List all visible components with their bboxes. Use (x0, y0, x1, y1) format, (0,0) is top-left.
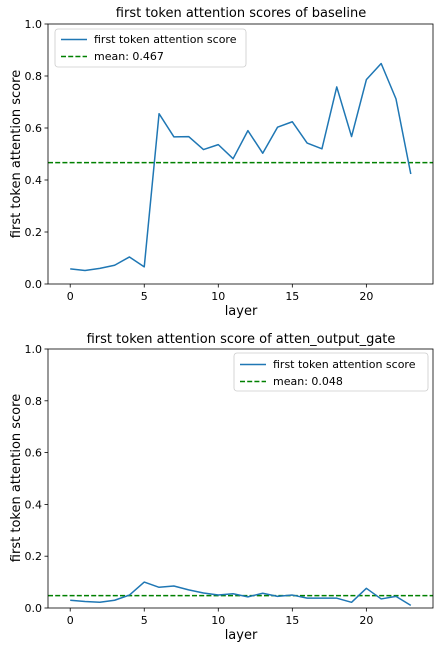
x-axis-ticks: 0 5 10 15 20 (67, 608, 373, 627)
chart-atten-output-gate: first token attention score of atten_out… (9, 332, 434, 643)
plot-area (48, 349, 433, 608)
x-tick-label: 0 (67, 614, 74, 627)
y-tick-label: 0.6 (25, 447, 43, 460)
legend-label-series: first token attention score (273, 358, 416, 371)
x-tick-label: 20 (359, 290, 373, 303)
plot-frame (47, 348, 434, 609)
y-axis-label: first token attention score (9, 70, 24, 238)
x-tick-label: 10 (211, 290, 225, 303)
x-tick-label: 15 (285, 614, 299, 627)
y-tick-label: 0.2 (25, 226, 43, 239)
y-tick-label: 0.4 (25, 498, 43, 511)
legend-label-series: first token attention score (94, 33, 237, 46)
chart-baseline: first token attention scores of baseline… (9, 6, 434, 319)
y-axis-ticks: 0.0 0.2 0.4 0.6 0.8 1.0 (25, 343, 48, 615)
y-axis-label: first token attention score (9, 394, 24, 562)
y-axis-ticks: 0.0 0.2 0.4 0.6 0.8 1.0 (25, 18, 48, 291)
x-tick-label: 20 (359, 614, 373, 627)
y-tick-label: 0.0 (25, 278, 43, 291)
legend-box (54, 28, 247, 68)
series-line (70, 62, 412, 272)
y-tick-label: 0.4 (25, 174, 43, 187)
series-line (70, 581, 412, 607)
x-tick-label: 10 (211, 614, 225, 627)
legend-label-mean: mean: 0.467 (94, 50, 164, 63)
y-tick-label: 1.0 (25, 343, 43, 356)
data-series (70, 62, 412, 272)
y-tick-label: 0.8 (25, 395, 43, 408)
x-axis-ticks: 0 5 10 15 20 (67, 284, 373, 303)
x-tick-label: 15 (285, 290, 299, 303)
y-tick-label: 0.2 (25, 550, 43, 563)
legend: first token attention score mean: 0.467 (54, 28, 247, 68)
legend: first token attention score mean: 0.048 (233, 352, 429, 392)
y-tick-label: 1.0 (25, 18, 43, 31)
legend-label-mean: mean: 0.048 (273, 375, 343, 388)
y-tick-label: 0.8 (25, 70, 43, 83)
y-tick-label: 0.6 (25, 122, 43, 135)
x-tick-label: 5 (141, 614, 148, 627)
x-axis-label: layer (225, 304, 258, 319)
chart-title: first token attention score of atten_out… (87, 332, 396, 347)
data-series (70, 581, 412, 607)
x-axis-label: layer (225, 628, 258, 643)
x-tick-label: 0 (67, 290, 74, 303)
x-tick-label: 5 (141, 290, 148, 303)
chart-title: first token attention scores of baseline (116, 6, 366, 21)
y-tick-label: 0.0 (25, 602, 43, 615)
legend-box (233, 352, 429, 392)
plot-frame (47, 23, 434, 285)
